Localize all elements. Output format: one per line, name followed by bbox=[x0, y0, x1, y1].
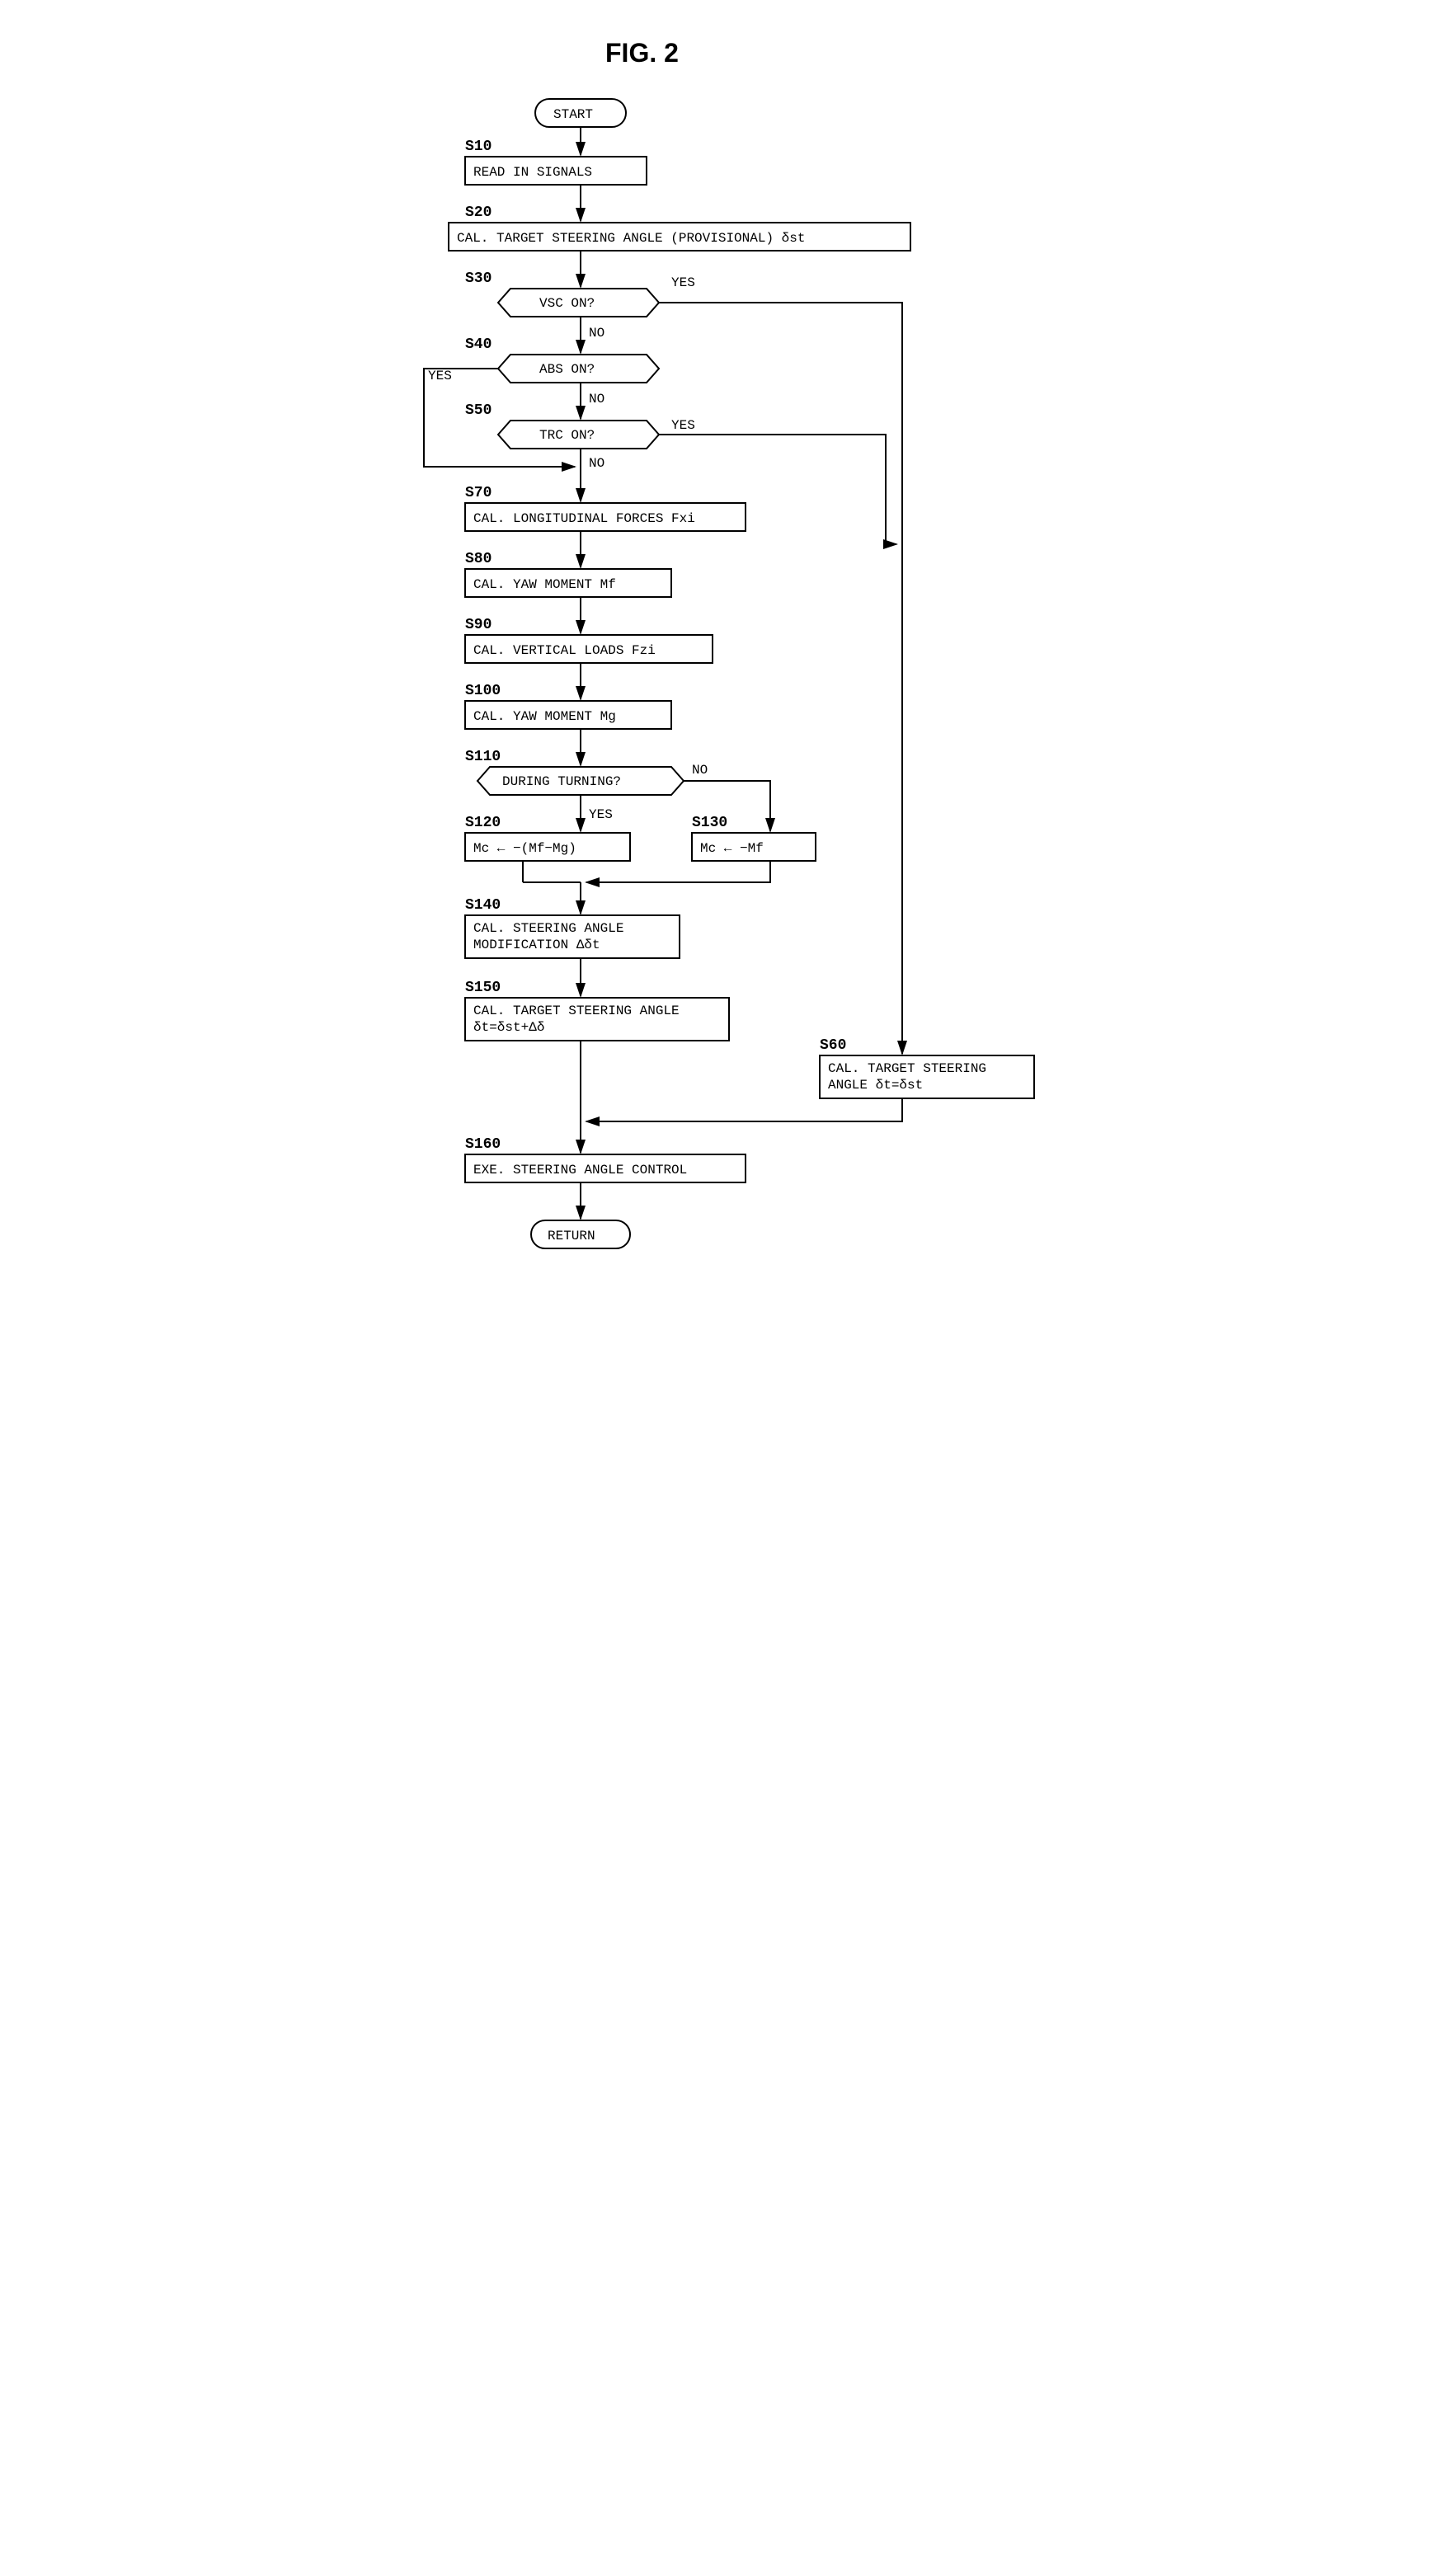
s30-id: S30 bbox=[465, 270, 492, 287]
s100-id: S100 bbox=[465, 683, 501, 699]
s50-no: NO bbox=[589, 456, 604, 471]
s60-text2: ANGLE δt=δst bbox=[828, 1078, 923, 1093]
s40-yes: YES bbox=[428, 369, 452, 383]
s150-text1: CAL. TARGET STEERING ANGLE bbox=[473, 1004, 680, 1018]
s20-id: S20 bbox=[465, 204, 492, 221]
s50-yes: YES bbox=[671, 418, 695, 433]
s120-id: S120 bbox=[465, 815, 501, 831]
s30-text: VSC ON? bbox=[539, 296, 595, 311]
s140-text1: CAL. STEERING ANGLE bbox=[473, 921, 623, 936]
s50-id: S50 bbox=[465, 402, 492, 419]
s130-id: S130 bbox=[692, 815, 727, 831]
s130-text: Mc ← −Mf bbox=[700, 841, 764, 856]
s80-id: S80 bbox=[465, 551, 492, 567]
s90-text: CAL. VERTICAL LOADS Fzi bbox=[473, 643, 656, 658]
s110-yes: YES bbox=[589, 807, 613, 822]
s120-text: Mc ← −(Mf−Mg) bbox=[473, 841, 576, 856]
s10-text: READ IN SIGNALS bbox=[473, 165, 592, 180]
s70-text: CAL. LONGITUDINAL FORCES Fxi bbox=[473, 511, 695, 526]
s90-id: S90 bbox=[465, 617, 492, 633]
s20-text: CAL. TARGET STEERING ANGLE (PROVISIONAL)… bbox=[457, 231, 805, 246]
s50-text: TRC ON? bbox=[539, 428, 595, 443]
s160-id: S160 bbox=[465, 1136, 501, 1153]
s140-text2: MODIFICATION Δδt bbox=[473, 938, 600, 952]
s30-no: NO bbox=[589, 326, 604, 341]
s150-text2: δt=δst+Δδ bbox=[473, 1020, 544, 1035]
s70-id: S70 bbox=[465, 485, 492, 501]
s140-id: S140 bbox=[465, 897, 501, 914]
s10-id: S10 bbox=[465, 139, 492, 155]
s60-id: S60 bbox=[820, 1037, 846, 1054]
terminal-return-label: RETURN bbox=[548, 1229, 595, 1243]
flowchart: FIG. 2 START S10 READ IN SIGNALS S20 CAL… bbox=[358, 16, 1073, 1304]
terminal-start-label: START bbox=[553, 107, 593, 122]
s30-yes: YES bbox=[671, 275, 695, 290]
s150-id: S150 bbox=[465, 980, 501, 996]
s160-text: EXE. STEERING ANGLE CONTROL bbox=[473, 1163, 687, 1178]
s60-text1: CAL. TARGET STEERING bbox=[828, 1061, 986, 1076]
s40-no: NO bbox=[589, 392, 604, 407]
s40-id: S40 bbox=[465, 336, 492, 353]
s110-text: DURING TURNING? bbox=[502, 774, 621, 789]
figure-title: FIG. 2 bbox=[605, 38, 679, 68]
s40-text: ABS ON? bbox=[539, 362, 595, 377]
s110-id: S110 bbox=[465, 749, 501, 765]
s110-no: NO bbox=[692, 763, 708, 778]
s80-text: CAL. YAW MOMENT Mf bbox=[473, 577, 616, 592]
s100-text: CAL. YAW MOMENT Mg bbox=[473, 709, 616, 724]
